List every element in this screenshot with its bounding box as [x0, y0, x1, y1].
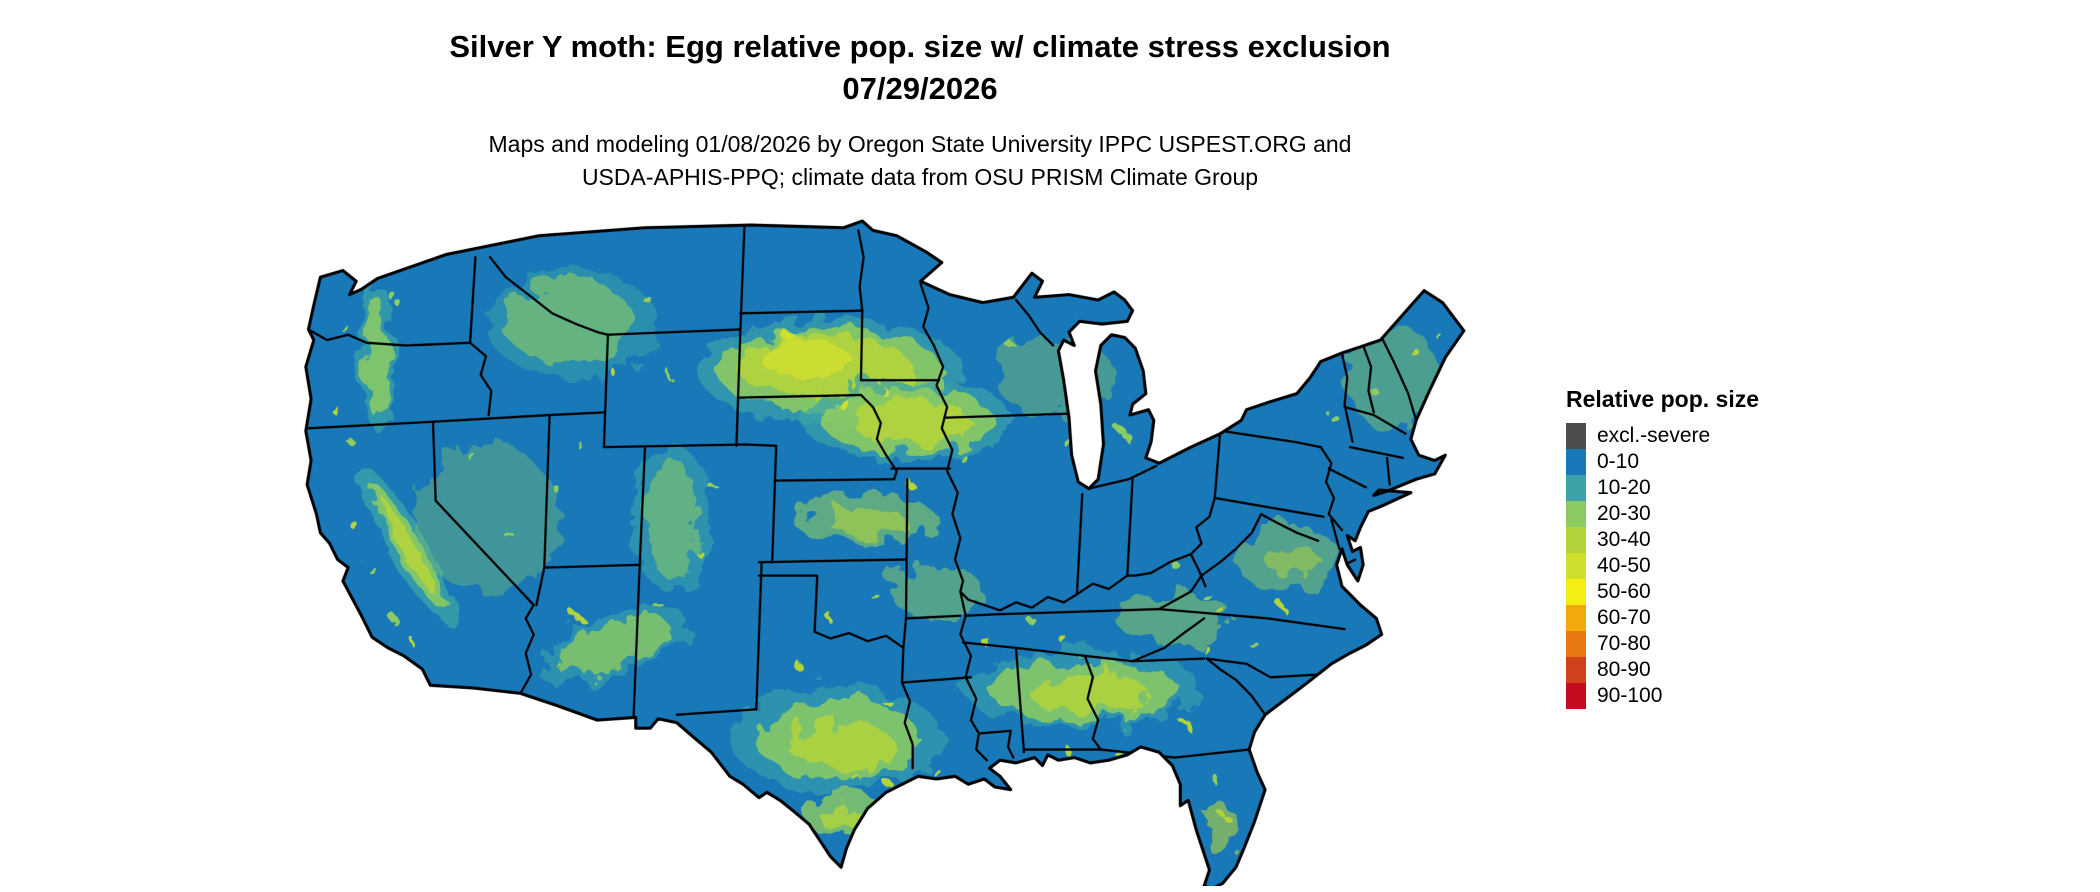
- legend-title: Relative pop. size: [1566, 386, 1760, 412]
- state-borders: [305, 226, 1418, 770]
- legend-label: 30-40: [1597, 528, 1651, 551]
- legend-item: 0-10: [1566, 449, 1846, 475]
- legend-label: 70-80: [1597, 632, 1651, 655]
- us-map-svg: [304, 219, 1466, 886]
- legend-item: 20-30: [1566, 501, 1846, 527]
- legend-swatch: [1566, 475, 1586, 501]
- legend-item: 40-50: [1566, 553, 1846, 579]
- legend-swatch: [1566, 527, 1586, 553]
- page-title-date: 07/29/2026: [842, 71, 998, 106]
- legend-label: 80-90: [1597, 658, 1651, 681]
- legend-label: 0-10: [1597, 450, 1640, 473]
- legend-item: 80-90: [1566, 657, 1846, 683]
- legend-swatch: [1566, 423, 1586, 449]
- legend-swatch: [1566, 631, 1586, 657]
- subtitle-line1: Maps and modeling 01/08/2026 by Oregon S…: [488, 131, 1352, 157]
- population-patches: [325, 270, 1444, 860]
- legend: Relative pop. size excl.-severe 0-10 10-…: [1566, 386, 1846, 709]
- legend-item: excl.-severe: [1566, 423, 1846, 449]
- legend-label: 40-50: [1597, 554, 1651, 577]
- legend-label: 90-100: [1597, 684, 1663, 707]
- legend-label: 50-60: [1597, 580, 1651, 603]
- legend-swatch: [1566, 657, 1586, 683]
- page-title-line1: Silver Y moth: Egg relative pop. size w/…: [449, 29, 1391, 64]
- legend-label: excl.-severe: [1597, 424, 1711, 447]
- legend-item: 70-80: [1566, 631, 1846, 657]
- legend-item: 30-40: [1566, 527, 1846, 553]
- legend-item: 60-70: [1566, 605, 1846, 631]
- us-map: [274, 217, 1546, 886]
- legend-swatch: [1566, 501, 1586, 527]
- legend-swatch: [1566, 553, 1586, 579]
- legend-item: 10-20: [1566, 475, 1846, 501]
- map-subtitle: Maps and modeling 01/08/2026 by Oregon S…: [0, 128, 1840, 194]
- legend-swatch: [1566, 579, 1586, 605]
- map-land: [305, 221, 1464, 886]
- us-outline: [304, 219, 1466, 886]
- subtitle-line2: USDA-APHIS-PPQ; climate data from OSU PR…: [581, 164, 1259, 190]
- legend-label: 20-30: [1597, 502, 1651, 525]
- legend-item: 50-60: [1566, 579, 1846, 605]
- legend-swatch: [1566, 605, 1586, 631]
- legend-item: 90-100: [1566, 683, 1846, 709]
- legend-swatch: [1566, 683, 1586, 709]
- legend-swatch: [1566, 449, 1586, 475]
- legend-label: 60-70: [1597, 606, 1651, 629]
- legend-label: 10-20: [1597, 476, 1651, 499]
- map-header: Silver Y moth: Egg relative pop. size w/…: [0, 26, 1840, 194]
